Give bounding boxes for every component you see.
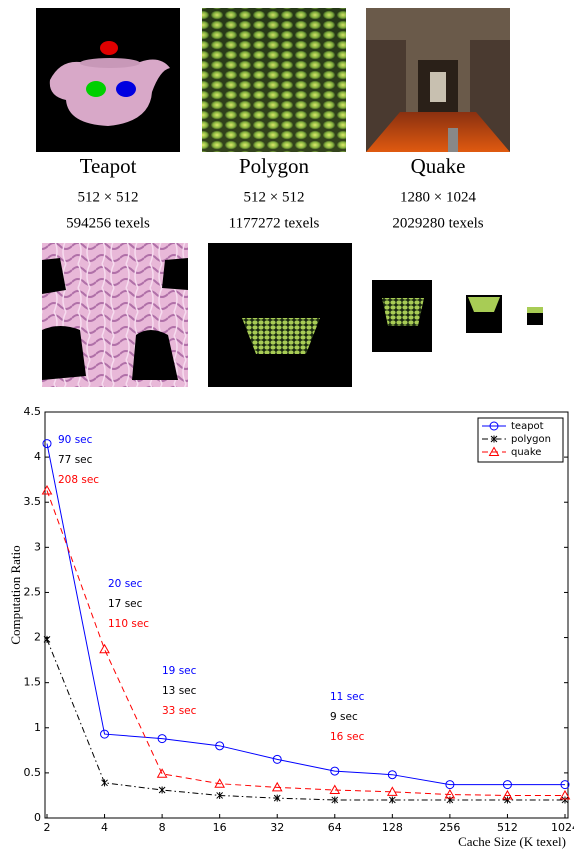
figure-name: Polygon	[239, 154, 310, 178]
figure-resolution: 512 × 512	[78, 189, 139, 205]
polygon-texture	[208, 243, 352, 387]
annotation: 11 sec	[330, 691, 365, 703]
y-tick-label: 1.5	[24, 676, 42, 689]
annotation: 208 sec	[58, 474, 99, 486]
teapot-texture	[42, 243, 188, 387]
x-tick-label: 128	[382, 821, 403, 834]
annotation: 19 sec	[162, 665, 197, 677]
x-tick-label: 4	[101, 821, 108, 834]
polygon-render	[202, 8, 346, 152]
figure: Teapot 512 × 512 594256 texels Polygon 512 ×…	[0, 0, 574, 852]
marker	[159, 787, 165, 794]
y-axis-label: Computation Ratio	[8, 545, 23, 644]
x-axis-label: Cache Size (K texel)	[458, 834, 566, 849]
y-tick-label: 3.5	[24, 495, 42, 508]
figure-name: Teapot	[80, 154, 137, 178]
series-line	[47, 490, 565, 795]
annotation: 77 sec	[58, 454, 93, 466]
teapot-render	[36, 8, 180, 152]
y-tick-label: 0	[34, 811, 41, 824]
x-tick-label: 8	[159, 821, 166, 834]
x-tick-label: 1024	[551, 821, 574, 834]
quake-render	[366, 8, 510, 152]
series-line	[47, 444, 565, 785]
marker	[43, 486, 52, 494]
annotation: 90 sec	[58, 434, 93, 446]
annotation: 9 sec	[330, 711, 358, 723]
legend-label: quake	[511, 447, 541, 458]
x-tick-label: 32	[270, 821, 284, 834]
annotation: 16 sec	[330, 731, 365, 743]
y-tick-label: 2.5	[24, 585, 42, 598]
mipmap-textures	[372, 280, 543, 352]
marker	[330, 786, 339, 794]
y-tick-label: 1	[34, 721, 41, 734]
figure-texels: 2029280 texels	[392, 215, 483, 231]
series-line	[47, 639, 565, 800]
marker	[100, 645, 109, 653]
figure-resolution: 1280 × 1024	[400, 189, 476, 205]
figure-texels: 594256 texels	[66, 215, 150, 231]
x-tick-label: 16	[213, 821, 227, 834]
figure-texels: 1177272 texels	[229, 215, 320, 231]
annotation: 17 sec	[108, 598, 143, 610]
marker	[562, 796, 568, 803]
marker	[102, 779, 108, 786]
figure-name: Quake	[411, 154, 466, 178]
legend-label: teapot	[511, 421, 544, 432]
y-tick-label: 4	[34, 450, 41, 463]
x-tick-label: 64	[328, 821, 342, 834]
x-tick-label: 256	[439, 821, 460, 834]
y-tick-label: 3	[34, 540, 41, 553]
y-tick-label: 2	[34, 631, 41, 644]
annotation: 110 sec	[108, 618, 149, 630]
annotation: 20 sec	[108, 578, 143, 590]
figure-resolution: 512 × 512	[244, 189, 305, 205]
x-tick-label: 512	[497, 821, 518, 834]
x-tick-label: 2	[44, 821, 51, 834]
y-tick-label: 0.5	[24, 766, 42, 779]
annotation: 13 sec	[162, 685, 197, 697]
annotation: 33 sec	[162, 705, 197, 717]
legend-label: polygon	[511, 434, 551, 445]
y-tick-label: 4.5	[24, 405, 42, 418]
plot-frame	[45, 412, 568, 818]
